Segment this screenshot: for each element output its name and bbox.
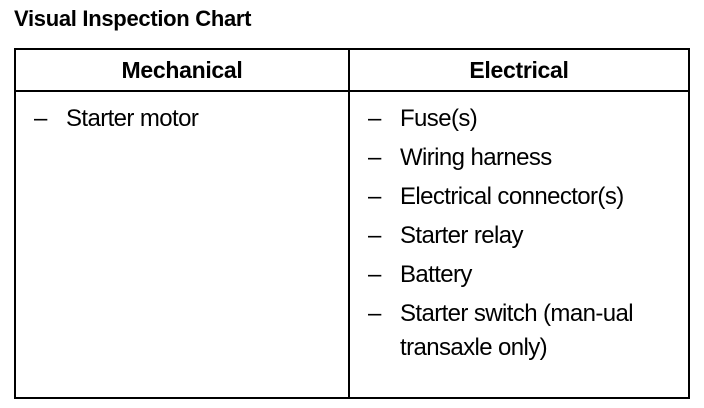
chart-title: Visual Inspection Chart xyxy=(14,6,252,31)
bullet-dash: – xyxy=(34,105,47,132)
list-item-text: Fuse(s) xyxy=(400,105,478,132)
list-item: – Battery xyxy=(350,258,688,292)
electrical-list: – Fuse(s) – Wiring harness – Electrical conne… xyxy=(350,102,688,365)
bullet-dash: – xyxy=(368,183,381,210)
list-item-text: Starter switch (man-ual transaxle only) xyxy=(400,300,634,361)
list-item: – Starter motor xyxy=(16,102,348,136)
bullet-dash: – xyxy=(368,105,381,132)
bullet-dash: – xyxy=(368,144,381,171)
list-item-text: Starter motor xyxy=(66,105,199,132)
list-item-text: Electrical connector(s) xyxy=(400,183,624,210)
mechanical-cell: – Starter motor xyxy=(14,90,350,399)
header-electrical: Electrical xyxy=(348,48,690,92)
list-item: – Fuse(s) xyxy=(350,102,688,136)
list-item: – Electrical connector(s) xyxy=(350,180,688,214)
header-mechanical: Mechanical xyxy=(14,48,350,92)
visual-inspection-table: Mechanical Electrical – Starter motor – Fu… xyxy=(14,48,690,399)
mechanical-list: – Starter motor xyxy=(16,102,348,136)
list-item: – Wiring harness xyxy=(350,141,688,175)
list-item-text: Starter relay xyxy=(400,222,524,249)
bullet-dash: – xyxy=(368,261,381,288)
electrical-cell: – Fuse(s) – Wiring harness – Electrical conne… xyxy=(348,90,690,399)
bullet-dash: – xyxy=(368,300,381,327)
list-item-text: Wiring harness xyxy=(400,144,552,171)
list-item-text: Battery xyxy=(400,261,472,288)
list-item: – Starter relay xyxy=(350,219,688,253)
bullet-dash: – xyxy=(368,222,381,249)
list-item: – Starter switch (man-ual transaxle only) xyxy=(350,297,688,365)
